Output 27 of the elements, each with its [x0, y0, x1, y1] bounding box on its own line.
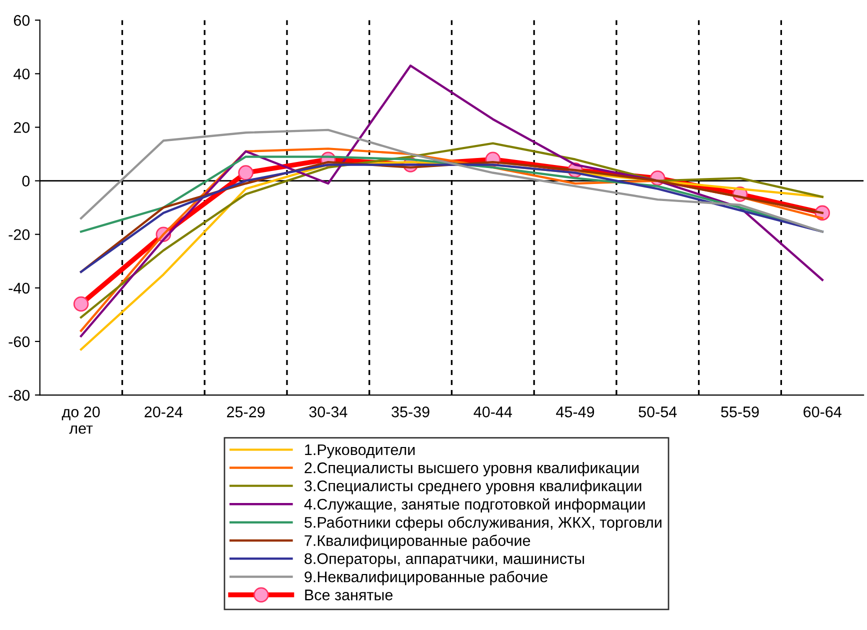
y-tick-label: -40: [8, 282, 30, 294]
x-tick-label: 60-64: [804, 406, 842, 418]
x-tick-label: 30-34: [309, 406, 348, 418]
y-tick-label: -80: [8, 390, 30, 401]
x-tick-label: 35-39: [392, 406, 430, 418]
y-tick-label: 60: [14, 15, 30, 26]
y-tick-label: 40: [14, 68, 30, 80]
x-tick-label: до 20 лет: [62, 406, 100, 434]
legend-label: 8.Операторы, аппаратчики, машинисты: [304, 553, 584, 568]
legend-label: 3.Специалисты среднего уровня квалификации: [304, 480, 642, 494]
legend-label: 4.Служащие, занятые подготовкой информации: [304, 498, 645, 513]
legend-label: 2.Специалисты высшего уровня квалификации: [304, 462, 639, 476]
y-tick-label: 0: [22, 176, 30, 186]
x-tick-label: 45-49: [556, 406, 594, 418]
x-tick-label: 40-44: [474, 406, 512, 418]
y-tick-label: 20: [14, 122, 30, 133]
x-tick-label: 50-54: [638, 406, 677, 418]
legend-label: 1.Руководители: [305, 444, 415, 458]
y-tick-label: -60: [8, 336, 30, 348]
legend-label: 9.Неквалифицированные рабочие: [304, 570, 548, 586]
x-tick-label: 25-29: [227, 406, 265, 418]
x-tick-label: 20-24: [144, 406, 183, 418]
x-tick-label: 55-59: [721, 406, 759, 418]
legend-label: Все занятые: [305, 590, 393, 600]
y-tick-label: -20: [8, 229, 30, 240]
legend-label: 7.Квалифицированные рабочие: [304, 534, 530, 550]
legend-label: 5.Работники сферы обслуживания, ЖКХ, торговли: [304, 516, 662, 531]
